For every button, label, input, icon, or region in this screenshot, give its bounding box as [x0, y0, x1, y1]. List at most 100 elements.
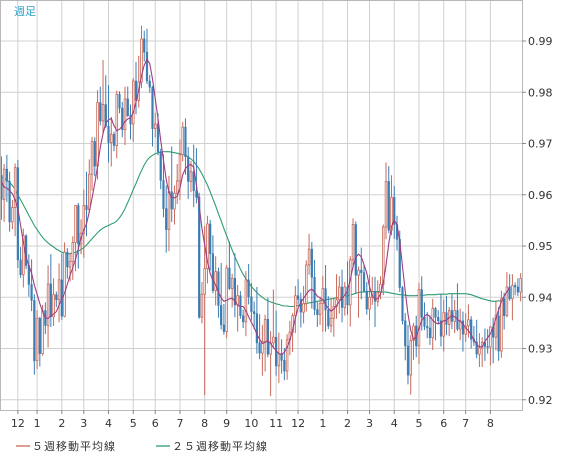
candle-body-up — [302, 302, 305, 313]
candle-body-down — [209, 223, 212, 254]
candle-body-up — [167, 191, 171, 231]
candle-body-down — [439, 320, 443, 337]
candle-body-down — [258, 342, 261, 354]
ma5-line-group — [0, 58, 511, 356]
x-tick-label: 4 — [105, 417, 112, 430]
candle-body-down — [77, 205, 80, 245]
candle-body-up — [181, 126, 184, 156]
candle-body-down — [104, 104, 107, 127]
x-tick-label: 11 — [269, 417, 283, 430]
candle-body-up — [343, 286, 347, 308]
candle-body-up — [178, 154, 182, 182]
candle-body-up — [96, 102, 99, 167]
candle-body-up — [41, 310, 44, 355]
candle-body-up — [140, 38, 143, 83]
candle-body-up — [68, 260, 72, 268]
candle-body-down — [508, 286, 511, 300]
candle-body-up — [101, 104, 105, 122]
x-tick-label: 8 — [487, 417, 494, 430]
candle-body-down — [360, 269, 363, 273]
candle-body-up — [131, 80, 135, 125]
candle-body-up — [368, 296, 371, 310]
candle-body-up — [13, 167, 17, 208]
candle-body-down — [387, 181, 390, 231]
candle-body-down — [129, 115, 132, 125]
candle-body-up — [329, 317, 333, 327]
candle-body-up — [110, 133, 113, 143]
candle-body-up — [200, 293, 204, 318]
candle-body-down — [310, 248, 313, 278]
candle-body-up — [431, 308, 434, 339]
candle-body-up — [173, 192, 176, 210]
candle-body-up — [153, 123, 157, 130]
candle-body-down — [151, 86, 154, 129]
candle-body-down — [118, 94, 121, 109]
candle-body-down — [497, 315, 500, 352]
candle-body-up — [11, 207, 14, 223]
candle-body-up — [272, 336, 275, 344]
legend-label-ma25: ２５週移動平均線 — [172, 439, 268, 453]
x-tick-label: 2 — [344, 417, 351, 430]
y-tick-label: 0.98 — [528, 86, 553, 99]
x-tick-label: 1 — [319, 417, 326, 430]
x-tick-label: 2 — [58, 417, 65, 430]
candle-body-down — [503, 298, 506, 316]
candle-body-down — [5, 168, 8, 182]
candle-body-up — [412, 325, 415, 341]
candle-body-down — [107, 125, 110, 143]
x-tick-label: 6 — [152, 417, 159, 430]
x-tick-label: 6 — [440, 417, 447, 430]
ma25-line — [1, 151, 505, 308]
candle-body-up — [206, 223, 209, 269]
candle-body-down — [514, 285, 517, 288]
candle-body-down — [406, 345, 410, 376]
x-tick-label: 7 — [176, 417, 183, 430]
candle-body-down — [66, 251, 69, 268]
candle-body-up — [500, 298, 503, 352]
candle-body-down — [404, 320, 407, 347]
plot-border — [0, 0, 523, 411]
candle-body-down — [99, 102, 102, 122]
candle-body-up — [123, 98, 127, 131]
candle-body-down — [165, 208, 168, 230]
chart-title: 週足 — [14, 5, 36, 18]
candle-body-up — [63, 251, 66, 317]
candle-body-up — [189, 171, 193, 182]
candle-body-down — [365, 290, 368, 310]
candle-body-down — [222, 324, 226, 332]
candle-body-down — [255, 313, 258, 344]
candle-body-up — [52, 294, 55, 318]
candle-body-down — [170, 191, 173, 210]
x-tick-label: 9 — [223, 417, 230, 430]
x-axis-ticks: 12 1 2 3 4 5 6 7 8 9 10 11 12 1 2 3 4 5 6 7 8 — [11, 410, 494, 430]
candle-body-up — [511, 285, 514, 300]
candle-body-down — [461, 320, 465, 335]
candle-body-down — [148, 80, 151, 88]
candle-body-down — [162, 180, 165, 209]
candle-body-up — [442, 312, 445, 337]
candle-body-up — [74, 205, 77, 243]
candle-body-down — [373, 291, 377, 302]
x-tick-label: 1 — [34, 417, 41, 430]
x-tick-label: 5 — [130, 417, 137, 430]
candle-body-down — [445, 312, 448, 325]
x-tick-label: 4 — [391, 417, 398, 430]
y-tick-label: 0.99 — [528, 35, 553, 48]
candle-body-down — [280, 353, 283, 361]
candle-body-down — [486, 346, 489, 348]
candles — [0, 25, 522, 397]
candle-body-down — [401, 287, 404, 322]
candle-body-down — [143, 38, 146, 53]
candle-body-down — [470, 319, 473, 340]
candle-body-up — [390, 196, 393, 231]
candle-body-up — [82, 205, 86, 234]
candle-body-down — [316, 309, 319, 315]
candle-body-down — [428, 327, 432, 338]
candle-body-down — [49, 283, 52, 317]
candle-body-up — [285, 339, 289, 372]
x-tick-label: 3 — [366, 417, 373, 430]
candle-body-up — [294, 295, 297, 317]
candle-body-down — [8, 181, 11, 223]
candle-body-down — [184, 126, 187, 158]
